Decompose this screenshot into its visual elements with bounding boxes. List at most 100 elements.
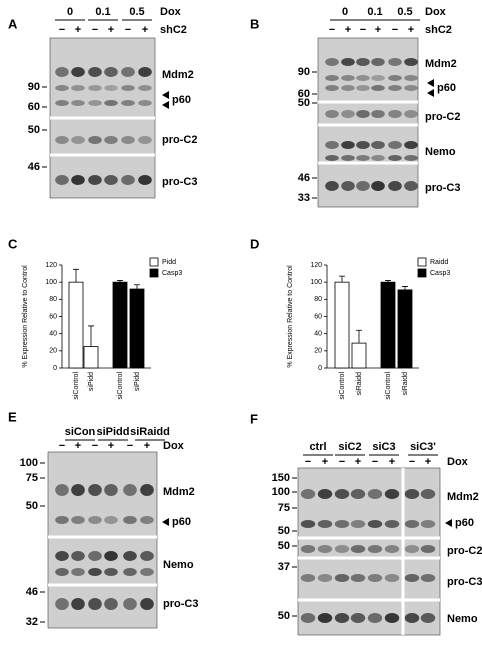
blot-band (325, 85, 339, 91)
blot-band (325, 110, 339, 118)
x-tick-label: siControl (73, 372, 80, 400)
sign: − (372, 456, 378, 468)
group-label: siC3' (410, 441, 436, 453)
sign: + (142, 24, 148, 36)
band-label: Nemo (163, 559, 194, 571)
blot-band (334, 545, 350, 553)
blot-band (138, 100, 152, 106)
blot-band (388, 141, 402, 149)
error-bar (88, 325, 94, 347)
sign: − (92, 24, 98, 36)
size-marker: 50 (278, 540, 290, 552)
blot-band (371, 85, 385, 91)
sign: + (144, 440, 150, 452)
y-tick-label: 60 (314, 313, 322, 320)
blot-band (300, 489, 316, 499)
blot-band (71, 484, 85, 496)
y-tick-label: 20 (49, 348, 57, 355)
blot-separator (48, 535, 157, 539)
blot-band (123, 551, 137, 561)
legend-swatch (417, 268, 427, 278)
blot-band (388, 110, 402, 118)
error-bar (385, 280, 391, 283)
group-label: siC2 (338, 441, 361, 453)
blot-band (371, 75, 385, 81)
sign: + (389, 456, 395, 468)
blot-band (317, 574, 333, 582)
blot-band (88, 568, 102, 576)
blot-band (88, 516, 102, 524)
sign: − (125, 24, 131, 36)
blot-band (404, 181, 418, 191)
blot-band (341, 141, 355, 149)
size-marker: 50 (298, 97, 310, 109)
sign: − (59, 24, 65, 36)
bar (129, 288, 145, 369)
size-marker: 150 (272, 472, 290, 484)
group-label: 0 (67, 6, 73, 18)
legend-swatch (149, 268, 159, 278)
group-title: Dox (425, 6, 447, 18)
blot-band (388, 58, 402, 66)
blot-separator (298, 536, 440, 540)
blot-band (356, 85, 370, 91)
panel-label: C (8, 236, 18, 251)
blot-band (404, 613, 420, 623)
group-label: 0.5 (397, 6, 412, 18)
band-label: Mdm2 (162, 69, 194, 81)
x-tick-label: siRaidd (402, 372, 409, 395)
blot-band (123, 568, 137, 576)
y-tick-label: 120 (45, 262, 57, 269)
blot-band (104, 516, 118, 524)
sign-title: Dox (163, 440, 185, 452)
size-marker: 33 (298, 192, 310, 204)
blot-band (420, 489, 436, 499)
blot-band (371, 181, 385, 191)
blot (47, 451, 158, 629)
blot-band (104, 598, 118, 610)
blot-band (420, 613, 436, 623)
error-bar (134, 284, 140, 290)
blot-band (140, 484, 154, 496)
blot-band (404, 58, 418, 66)
panel-label: D (250, 236, 259, 251)
size-marker: 46 (298, 172, 310, 184)
blot-band (404, 489, 420, 499)
arrowhead (162, 91, 169, 99)
blot-band (71, 100, 85, 106)
blot-band (334, 489, 350, 499)
band-label: Nemo (447, 613, 478, 625)
blot-band (334, 574, 350, 582)
blot-band (350, 613, 366, 623)
blot-band (71, 85, 85, 91)
sign: + (322, 456, 328, 468)
blot-band (138, 67, 152, 77)
bar (112, 281, 128, 369)
blot-band (71, 516, 85, 524)
y-axis-label: % Expression Relative to Control (22, 265, 29, 368)
blot-band (88, 85, 102, 91)
arrowhead (162, 101, 169, 109)
band-label: pro-C3 (162, 176, 197, 188)
blot-separator (50, 153, 155, 157)
group-label: siPidd (96, 426, 129, 438)
blot-band (325, 75, 339, 81)
arrowhead (427, 89, 434, 97)
legend-label: Pidd (162, 259, 176, 266)
sign-title: Dox (447, 456, 469, 468)
blot-band (121, 67, 135, 77)
sign: − (360, 24, 366, 36)
blot-band (88, 598, 102, 610)
y-tick-label: 80 (314, 296, 322, 303)
x-tick-label: siControl (117, 372, 124, 400)
blot-band (341, 110, 355, 118)
blot-band (371, 141, 385, 149)
blot-band (104, 100, 118, 106)
panel-label: A (8, 16, 18, 31)
blot-separator (401, 468, 405, 635)
band-label: p60 (172, 94, 191, 106)
blot-band (121, 85, 135, 91)
group-label: 0.5 (129, 6, 144, 18)
sign: + (75, 440, 81, 452)
size-marker: 90 (28, 81, 40, 93)
